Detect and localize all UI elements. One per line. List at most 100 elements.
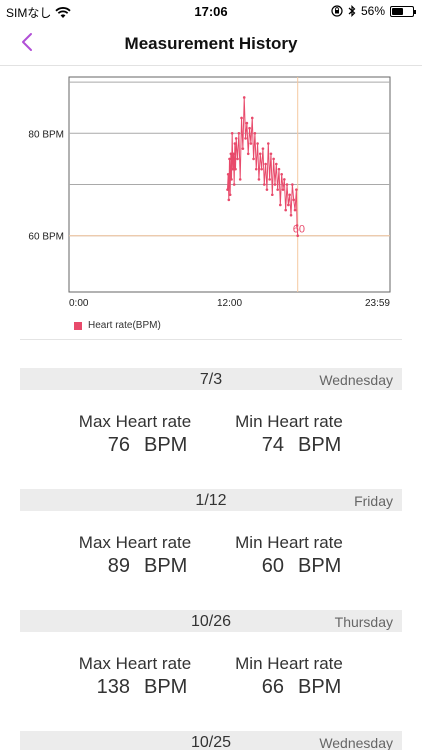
record-date: 7/3 <box>199 371 223 388</box>
record-item[interactable]: 10/25 Wednesday <box>0 731 422 750</box>
chart-legend: Heart rate(BPM) <box>74 320 161 331</box>
back-button[interactable] <box>14 28 42 58</box>
data-point <box>285 183 289 186</box>
record-header: 10/25 Wednesday <box>20 731 402 750</box>
heart-rate-chart[interactable]: 60 BPM 80 BPM 0:00 12:00 23:59 60 Heart rate(… <box>0 66 422 344</box>
data-point <box>236 157 239 161</box>
data-point <box>261 147 265 150</box>
data-point <box>254 167 258 171</box>
data-point <box>275 162 278 166</box>
navigation-bar: Measurement History <box>0 22 422 66</box>
data-point <box>292 198 296 202</box>
x-tick-label: 23:59 <box>365 298 390 309</box>
min-heart-rate: Min Heart rate 66 BPM <box>224 654 364 700</box>
data-point <box>276 188 279 191</box>
record-header: 7/3 Wednesday <box>20 368 402 390</box>
data-point <box>231 167 235 171</box>
max-unit: BPM <box>144 555 188 577</box>
max-heart-rate: Max Heart rate 89 BPM <box>70 533 210 579</box>
legend-label: Heart rate(BPM) <box>88 320 161 331</box>
data-point <box>234 137 238 140</box>
data-point <box>291 183 294 186</box>
status-time: 17:06 <box>194 4 228 19</box>
min-value-row: 74 BPM <box>224 434 364 458</box>
record-weekday: Friday <box>354 493 393 509</box>
data-point <box>228 193 232 197</box>
data-point <box>265 188 269 191</box>
min-unit: BPM <box>298 555 342 577</box>
orientation-lock-icon <box>331 5 343 17</box>
record-weekday: Wednesday <box>319 735 393 750</box>
min-value: 66 <box>261 676 284 698</box>
data-point <box>266 142 270 145</box>
data-point <box>253 132 257 135</box>
legend-swatch <box>74 321 82 330</box>
data-point <box>271 193 274 197</box>
record-body: Max Heart rate 89 BPM Min Heart rate 60 … <box>0 511 422 611</box>
record-date: 10/25 <box>190 734 232 750</box>
status-bar: SIMなし 17:06 56% <box>0 0 422 22</box>
data-point <box>241 147 245 150</box>
data-point <box>287 203 290 207</box>
data-point <box>260 167 263 171</box>
data-point <box>250 116 254 120</box>
data-point <box>264 162 267 166</box>
min-value-row: 66 BPM <box>224 676 364 700</box>
y-tick-label: 80 BPM <box>28 129 64 140</box>
x-tick-label: 12:00 <box>217 298 242 309</box>
min-label: Min Heart rate <box>235 412 343 431</box>
max-value: 76 <box>107 434 130 456</box>
max-unit: BPM <box>144 434 188 456</box>
data-point <box>268 178 271 181</box>
data-point <box>232 152 235 156</box>
min-value-row: 60 BPM <box>224 555 364 579</box>
max-value: 138 <box>96 676 130 698</box>
data-point <box>227 198 231 202</box>
data-point <box>229 152 233 156</box>
data-point <box>242 96 246 99</box>
max-value-row: 89 BPM <box>70 555 210 579</box>
data-point <box>272 157 275 161</box>
max-unit: BPM <box>144 676 188 698</box>
page-title: Measurement History <box>124 34 298 53</box>
data-point <box>273 183 277 186</box>
data-point <box>262 183 266 186</box>
data-point <box>230 132 234 135</box>
carrier-label: SIMなし <box>6 6 52 20</box>
data-point <box>283 178 286 181</box>
min-label: Min Heart rate <box>235 533 343 552</box>
series-line <box>226 97 299 236</box>
data-point <box>280 172 283 176</box>
max-heart-rate: Max Heart rate 76 BPM <box>70 412 210 458</box>
min-value: 60 <box>261 555 284 577</box>
record-item[interactable]: 7/3 Wednesday Max Heart rate 76 BPM Min … <box>0 368 422 490</box>
battery-icon <box>390 5 416 17</box>
data-point <box>289 213 293 217</box>
status-left: SIMなし <box>6 4 71 21</box>
data-point <box>238 178 242 181</box>
min-heart-rate: Min Heart rate 60 BPM <box>224 533 364 579</box>
record-header: 1/12 Friday <box>20 489 402 511</box>
record-item[interactable]: 10/26 Thursday Max Heart rate 138 BPM Mi… <box>0 610 422 732</box>
data-point <box>246 152 250 156</box>
max-label: Max Heart rate <box>78 412 192 431</box>
min-heart-rate: Min Heart rate 74 BPM <box>224 412 364 458</box>
data-point <box>277 167 281 171</box>
data-point <box>257 178 261 181</box>
record-weekday: Thursday <box>334 614 393 630</box>
battery-percent: 56% <box>360 4 385 18</box>
data-point <box>226 188 229 191</box>
data-point <box>245 121 249 125</box>
y-tick-label: 60 BPM <box>28 232 64 243</box>
data-point <box>252 157 255 161</box>
max-label: Max Heart rate <box>78 533 192 552</box>
data-point <box>279 203 282 207</box>
value-annotation: 60 <box>293 224 305 236</box>
record-body: Max Heart rate 76 BPM Min Heart rate 74 … <box>0 390 422 490</box>
data-point <box>281 188 285 191</box>
bluetooth-icon <box>348 5 356 17</box>
record-item[interactable]: 1/12 Friday Max Heart rate 89 BPM Min He… <box>0 489 422 611</box>
chart-divider <box>20 339 402 340</box>
max-value-row: 138 BPM <box>70 676 210 700</box>
chevron-left-icon <box>22 33 32 51</box>
